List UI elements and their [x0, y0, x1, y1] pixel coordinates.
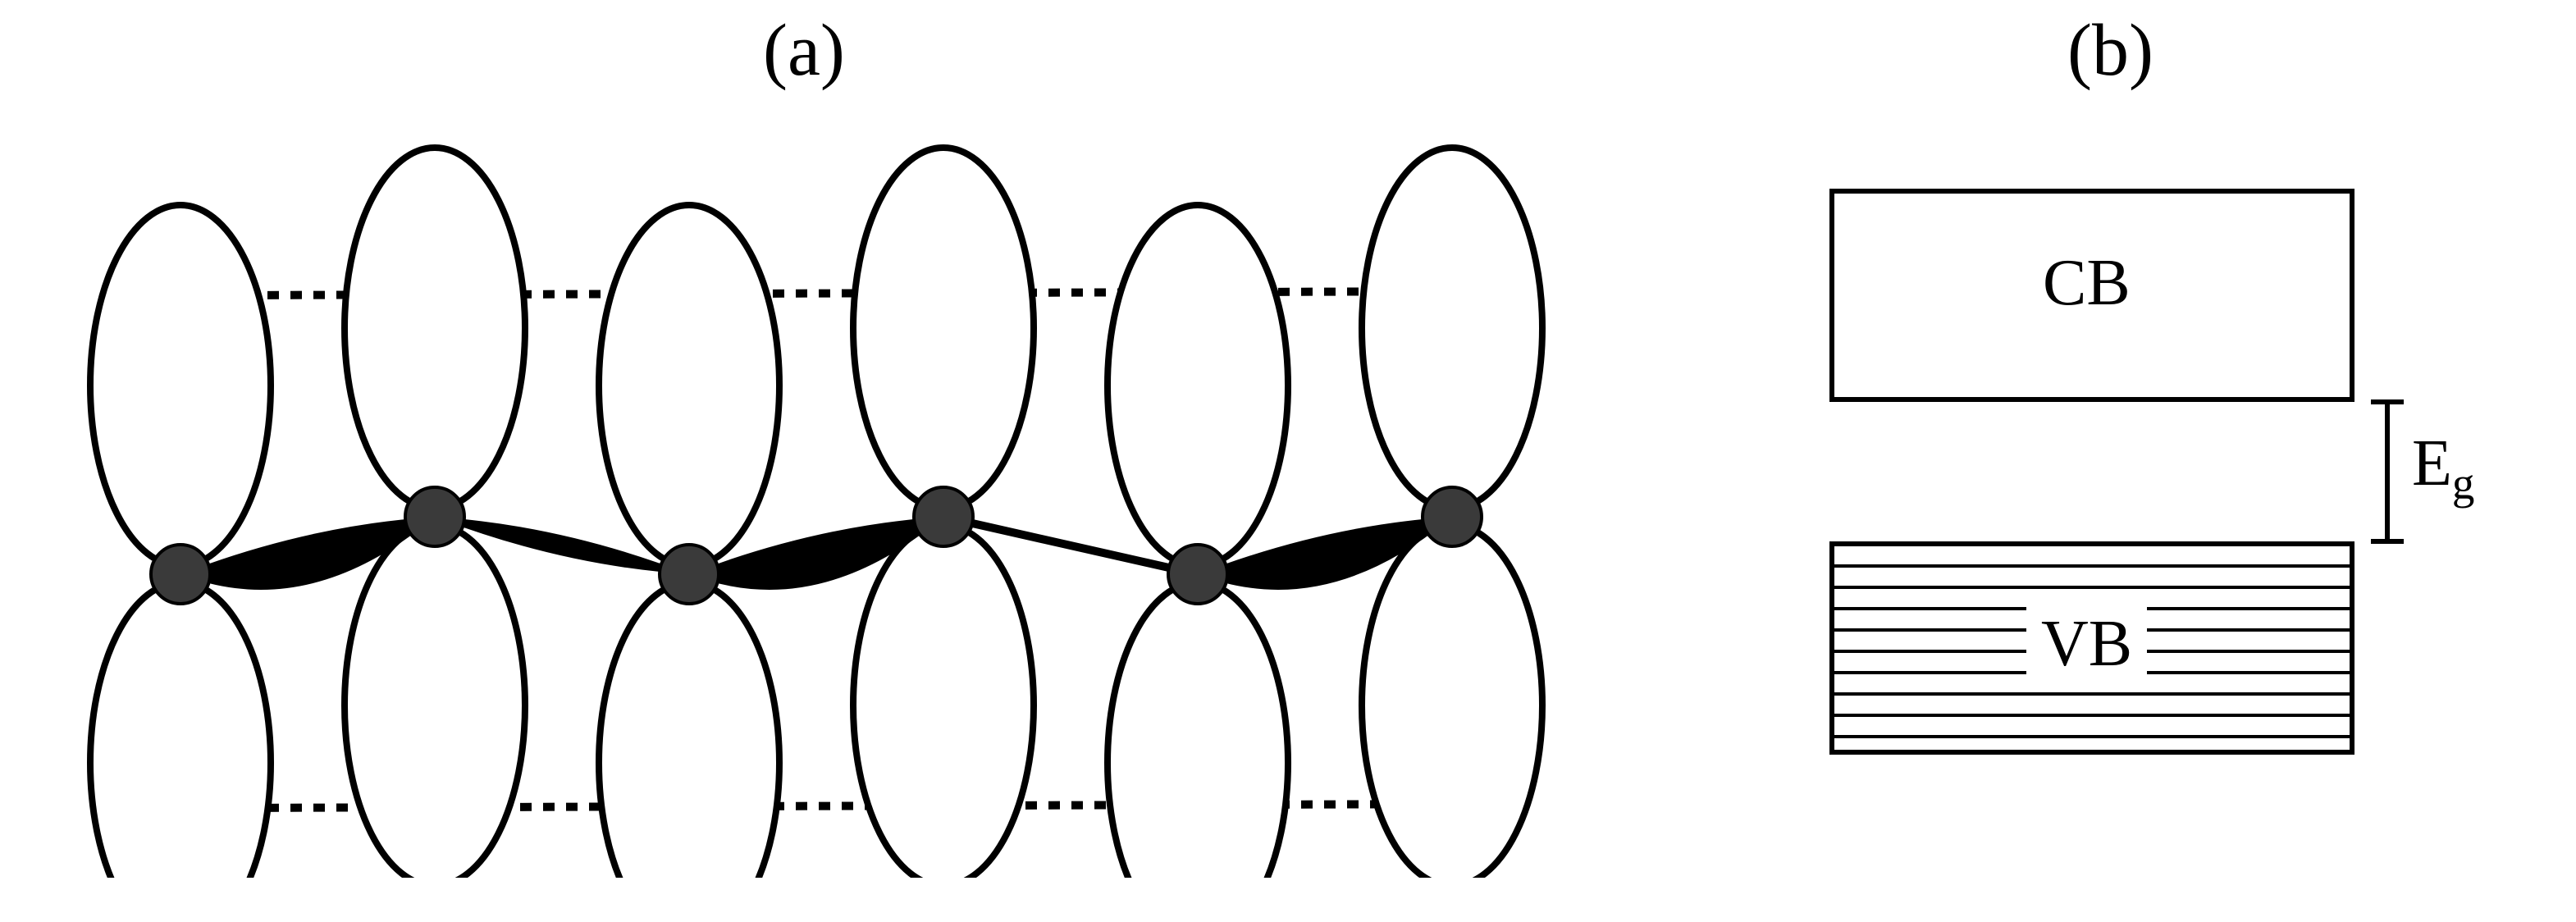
atom-core [405, 487, 464, 546]
atom-core [914, 487, 973, 546]
panel-b-label: (b) [2067, 8, 2154, 93]
atom-core [151, 545, 210, 604]
p-lobe [853, 525, 1034, 878]
atom-core [1168, 545, 1227, 604]
p-lobe [599, 205, 779, 566]
p-lobe [1362, 525, 1542, 878]
figure-canvas: (a) (b) [0, 0, 2576, 922]
p-lobe [1108, 582, 1288, 878]
p-lobe [345, 525, 525, 878]
eg-symbol: E [2412, 427, 2452, 500]
p-lobe [1362, 148, 1542, 509]
p-lobe [599, 582, 779, 878]
valence-band-label: VB [2026, 607, 2147, 682]
p-lobe [853, 148, 1034, 509]
atom-core [1423, 487, 1482, 546]
p-lobe [90, 205, 271, 566]
p-lobe [90, 582, 271, 878]
conduction-band-label: CB [2043, 246, 2131, 321]
panel-a-label: (a) [763, 8, 845, 93]
p-lobe [345, 148, 525, 509]
atom-core [660, 545, 719, 604]
eg-subscript: g [2452, 459, 2475, 509]
orbital-chain-diagram [49, 139, 1649, 878]
p-lobe [1108, 205, 1288, 566]
band-gap-label: Eg [2412, 427, 2474, 509]
